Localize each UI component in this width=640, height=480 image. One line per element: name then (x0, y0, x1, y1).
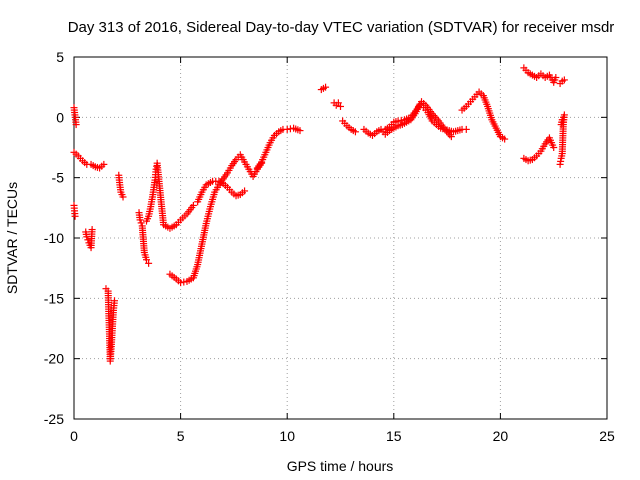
data-point (337, 102, 344, 110)
data-point (189, 201, 197, 209)
data-points (70, 64, 568, 365)
x-tick-label: 15 (386, 428, 402, 444)
y-tick-label: 5 (56, 49, 64, 65)
data-point (334, 99, 342, 107)
data-point (136, 216, 144, 224)
x-tick-label: 20 (493, 428, 509, 444)
data-point (462, 125, 470, 133)
data-point (177, 279, 185, 287)
data-point (119, 193, 127, 201)
data-point (84, 236, 92, 244)
data-point (397, 116, 405, 124)
data-point (552, 74, 560, 82)
gridlines (74, 57, 607, 419)
data-point (322, 83, 330, 91)
data-point (180, 278, 188, 286)
data-point (145, 259, 153, 267)
data-point (283, 125, 291, 133)
y-tick-label: -20 (44, 351, 64, 367)
data-point (501, 135, 509, 143)
data-point (142, 256, 150, 264)
data-point (296, 127, 304, 135)
data-point (351, 128, 359, 136)
data-point (559, 118, 567, 126)
y-tick-label: -5 (52, 170, 65, 186)
x-tick-label: 0 (70, 428, 78, 444)
data-point (100, 160, 108, 168)
data-point (137, 219, 145, 227)
y-tick-label: 0 (56, 109, 64, 125)
x-tick-label: 10 (279, 428, 295, 444)
x-axis-tick-labels: 0 5 10 15 20 25 (70, 428, 615, 444)
x-axis-label: GPS time / hours (287, 458, 394, 474)
y-tick-label: -10 (44, 230, 64, 246)
x-tick-label: 5 (177, 428, 185, 444)
axis-ticks (73, 56, 608, 420)
data-point (241, 187, 249, 195)
data-point (550, 144, 558, 151)
y-tick-label: -25 (44, 411, 64, 427)
data-point (72, 121, 80, 129)
data-point (394, 117, 402, 125)
data-point (111, 297, 119, 305)
data-point (71, 212, 79, 220)
data-point (415, 101, 423, 109)
y-axis-label: SDTVAR / TECUs (4, 182, 20, 294)
x-tick-label: 25 (599, 428, 615, 444)
y-axis-tick-labels: 5 0 -5 -10 -15 -20 -25 (44, 49, 64, 427)
data-point (560, 76, 568, 84)
data-point (88, 226, 96, 234)
chart-title: Day 313 of 2016, Sidereal Day-to-day VTE… (68, 19, 615, 36)
y-tick-label: -15 (44, 290, 64, 306)
